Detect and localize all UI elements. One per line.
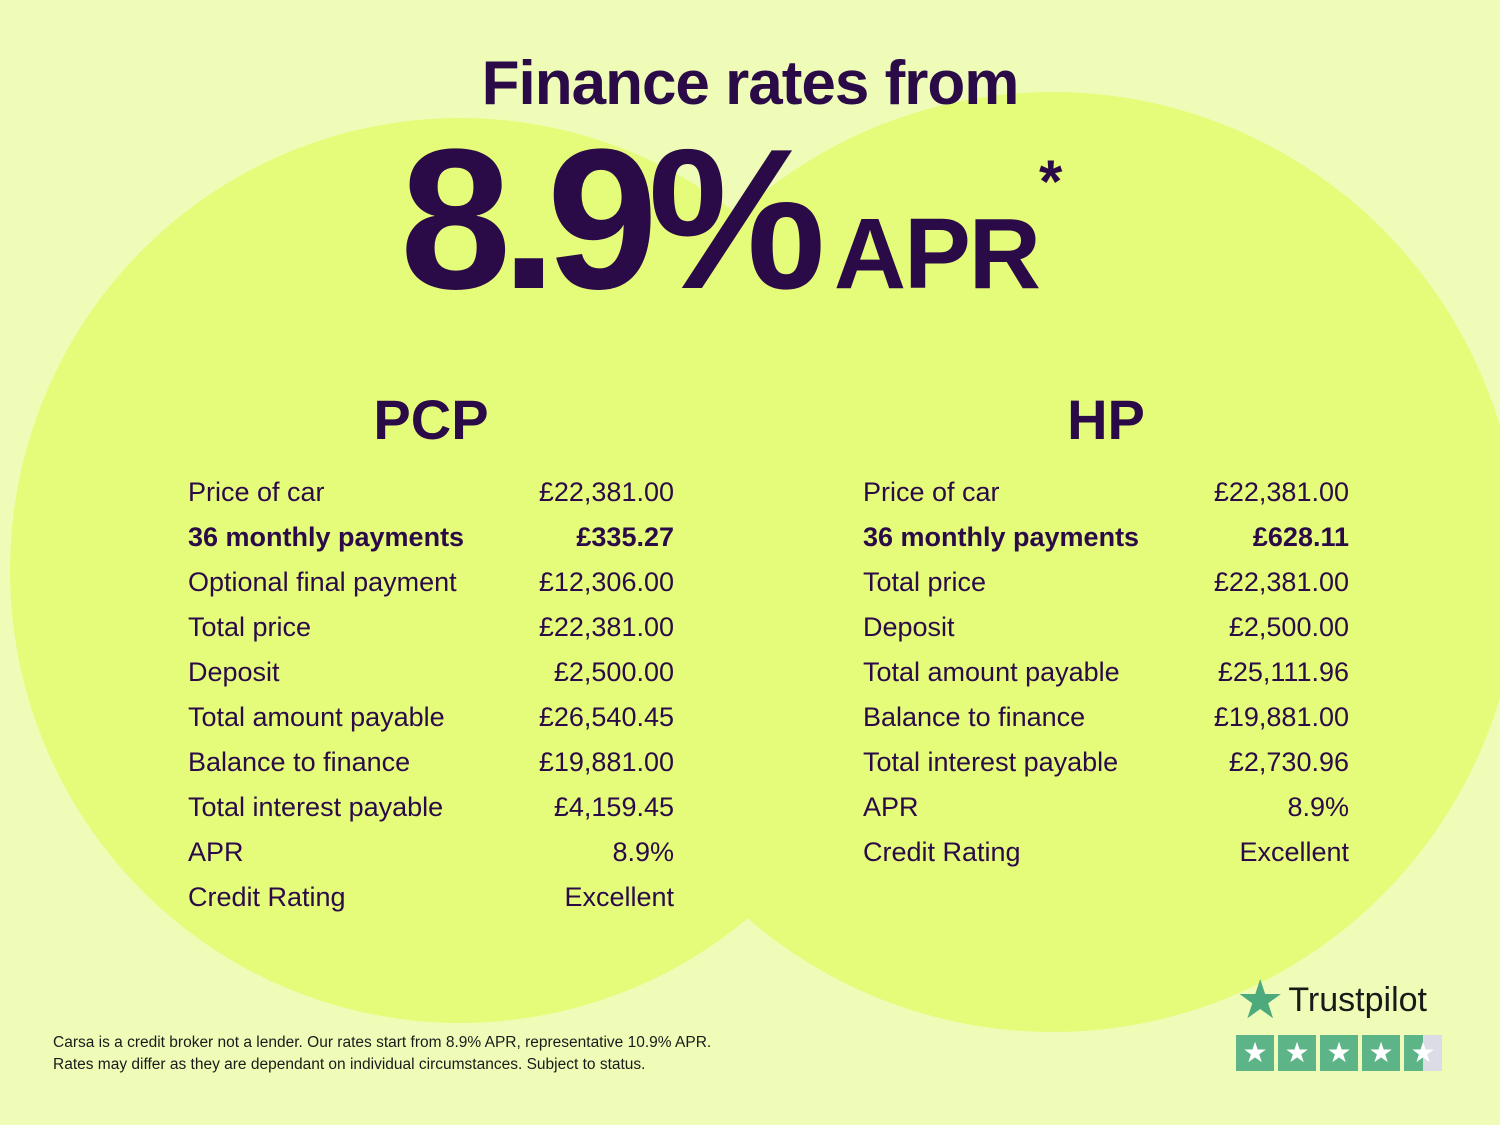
row-value: 8.9% [1287, 792, 1349, 822]
row-label: Total interest payable [863, 747, 1119, 777]
row-label: 36 monthly payments [863, 522, 1140, 552]
row-label: APR [188, 837, 244, 867]
hp-table: HP Price of car £22,381.00 36 monthly paym… [863, 385, 1349, 875]
table-row: 36 monthly payments £335.27 [188, 515, 674, 560]
row-label: Price of car [188, 477, 325, 507]
headline: Finance rates from [481, 49, 1020, 118]
table-row: Optional final payment £12,306.00 [188, 560, 674, 605]
row-label: Price of car [863, 477, 1000, 507]
row-label: Deposit [863, 612, 955, 642]
row-value: £22,381.00 [538, 477, 674, 507]
row-value: £25,111.96 [1217, 657, 1349, 687]
table-row: APR 8.9% [188, 830, 674, 875]
row-value: £19,881.00 [1213, 702, 1349, 732]
rate-suffix: APR* [833, 148, 1063, 310]
row-value: £22,381.00 [1213, 477, 1349, 507]
star-icon: ★ [1320, 1035, 1358, 1071]
row-label: Optional final payment [188, 567, 457, 597]
row-label: Total amount payable [188, 702, 445, 732]
row-label: Total interest payable [188, 792, 444, 822]
table-row: Credit Rating Excellent [863, 830, 1349, 875]
trustpilot-badge: ★ Trustpilot ★ ★ ★ ★ ★ [1236, 970, 1442, 1071]
row-value: 8.9% [612, 837, 674, 867]
row-label: Total amount payable [863, 657, 1120, 687]
row-label: Credit Rating [863, 837, 1021, 867]
pcp-table: PCP Price of car £22,381.00 36 monthly pay… [188, 385, 674, 920]
table-row: 36 monthly payments £628.11 [863, 515, 1349, 560]
star-icon: ★ [1362, 1035, 1400, 1071]
disclaimer: Carsa is a credit broker not a lender. O… [53, 1032, 711, 1076]
table-row: Balance to finance £19,881.00 [188, 740, 674, 785]
table-row: Total interest payable £2,730.96 [863, 740, 1349, 785]
rate-value: 8.9% [400, 108, 826, 331]
table-row: Total amount payable £25,111.96 [863, 650, 1349, 695]
row-value: Excellent [1239, 837, 1349, 867]
table-row: Price of car £22,381.00 [863, 470, 1349, 515]
table-row: Total amount payable £26,540.45 [188, 695, 674, 740]
row-label: 36 monthly payments [188, 522, 465, 552]
disclaimer-line: Carsa is a credit broker not a lender. O… [53, 1034, 712, 1051]
table-row: Deposit £2,500.00 [188, 650, 674, 695]
table-row: Deposit £2,500.00 [863, 605, 1349, 650]
table-row: Total price £22,381.00 [863, 560, 1349, 605]
disclaimer-line: Rates may differ as they are dependant o… [53, 1056, 646, 1073]
row-value: £2,500.00 [1228, 612, 1349, 642]
row-value: £22,381.00 [538, 612, 674, 642]
row-value: £335.27 [576, 522, 674, 552]
table-row: Balance to finance £19,881.00 [863, 695, 1349, 740]
row-value: £4,159.45 [553, 792, 674, 822]
trustpilot-rating: ★ ★ ★ ★ ★ [1236, 1035, 1442, 1071]
background-circle-right [585, 92, 1500, 1032]
star-icon: ★ [1278, 1035, 1316, 1071]
table-row: Total interest payable £4,159.45 [188, 785, 674, 830]
row-value: £12,306.00 [538, 567, 674, 597]
star-icon: ★ [1236, 1035, 1274, 1071]
trustpilot-name: Trustpilot [1288, 980, 1427, 1019]
row-value: £19,881.00 [538, 747, 674, 777]
row-value: £22,381.00 [1213, 567, 1349, 597]
row-label: Balance to finance [863, 702, 1086, 732]
row-value: £2,500.00 [553, 657, 674, 687]
rate-display: 8.9% APR* [400, 108, 1063, 331]
table-row: Price of car £22,381.00 [188, 470, 674, 515]
half-star-icon: ★ [1404, 1035, 1442, 1071]
pcp-title: PCP [373, 388, 489, 451]
table-row: APR 8.9% [863, 785, 1349, 830]
hp-title: HP [1067, 388, 1145, 451]
trustpilot-star-icon: ★ [1236, 970, 1285, 1030]
row-value: £2,730.96 [1228, 747, 1349, 777]
row-label: Total price [863, 567, 987, 597]
row-value: £628.11 [1252, 522, 1349, 552]
table-row: Credit Rating Excellent [188, 875, 674, 920]
row-label: Balance to finance [188, 747, 411, 777]
row-label: Total price [188, 612, 312, 642]
table-row: Total price £22,381.00 [188, 605, 674, 650]
row-label: APR [863, 792, 919, 822]
row-label: Deposit [188, 657, 280, 687]
row-value: Excellent [564, 882, 674, 912]
row-value: £26,540.45 [538, 702, 674, 732]
row-label: Credit Rating [188, 882, 346, 912]
